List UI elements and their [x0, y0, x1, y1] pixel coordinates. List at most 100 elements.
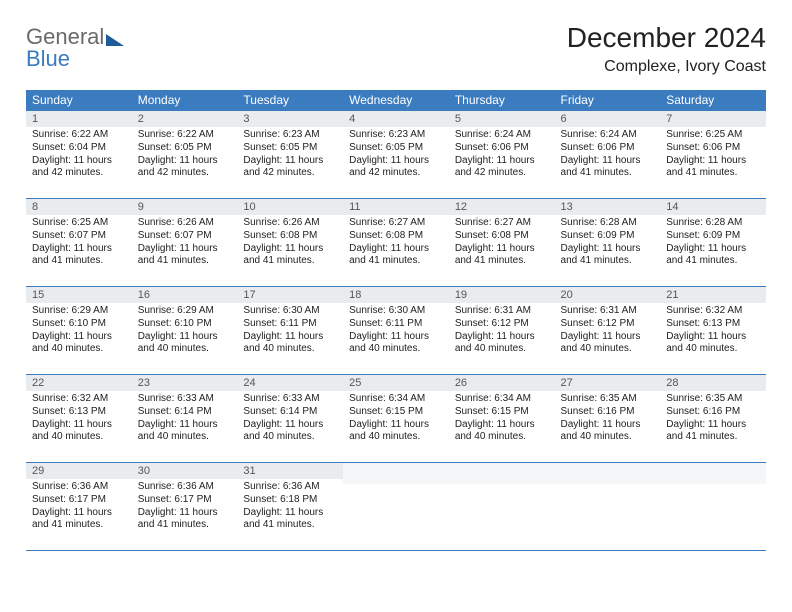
sunset-line: Sunset: 6:17 PM: [138, 494, 232, 507]
brand-triangle-icon: [106, 34, 124, 46]
sunrise-line: Sunrise: 6:29 AM: [138, 305, 232, 318]
sunset-line: Sunset: 6:10 PM: [32, 318, 126, 331]
sunset-line: Sunset: 6:12 PM: [561, 318, 655, 331]
daylight-line: Daylight: 11 hours and 40 minutes.: [455, 331, 549, 357]
calendar-cell: 4Sunrise: 6:23 AMSunset: 6:05 PMDaylight…: [343, 111, 449, 199]
calendar-cell: 19Sunrise: 6:31 AMSunset: 6:12 PMDayligh…: [449, 287, 555, 375]
calendar-cell: 30Sunrise: 6:36 AMSunset: 6:17 PMDayligh…: [132, 463, 238, 551]
day-body: Sunrise: 6:35 AMSunset: 6:16 PMDaylight:…: [555, 391, 661, 448]
calendar-cell: [343, 463, 449, 551]
daylight-line: Daylight: 11 hours and 40 minutes.: [455, 419, 549, 445]
day-number: 23: [132, 375, 238, 391]
day-number: 10: [237, 199, 343, 215]
title-block: December 2024 Complexe, Ivory Coast: [567, 22, 766, 76]
daylight-line: Daylight: 11 hours and 40 minutes.: [666, 331, 760, 357]
daylight-line: Daylight: 11 hours and 41 minutes.: [32, 507, 126, 533]
day-body: Sunrise: 6:23 AMSunset: 6:05 PMDaylight:…: [343, 127, 449, 184]
calendar-cell: 2Sunrise: 6:22 AMSunset: 6:05 PMDaylight…: [132, 111, 238, 199]
day-body: Sunrise: 6:30 AMSunset: 6:11 PMDaylight:…: [237, 303, 343, 360]
sunrise-line: Sunrise: 6:27 AM: [349, 217, 443, 230]
daylight-line: Daylight: 11 hours and 41 minutes.: [138, 243, 232, 269]
day-number: 7: [660, 111, 766, 127]
daylight-line: Daylight: 11 hours and 41 minutes.: [243, 243, 337, 269]
sunset-line: Sunset: 6:08 PM: [243, 230, 337, 243]
weekday-header: Wednesday: [343, 90, 449, 111]
sunset-line: Sunset: 6:13 PM: [32, 406, 126, 419]
sunrise-line: Sunrise: 6:29 AM: [32, 305, 126, 318]
calendar-cell: 18Sunrise: 6:30 AMSunset: 6:11 PMDayligh…: [343, 287, 449, 375]
sunrise-line: Sunrise: 6:31 AM: [561, 305, 655, 318]
day-number: 28: [660, 375, 766, 391]
sunset-line: Sunset: 6:04 PM: [32, 142, 126, 155]
daylight-line: Daylight: 11 hours and 40 minutes.: [32, 419, 126, 445]
day-body: Sunrise: 6:36 AMSunset: 6:18 PMDaylight:…: [237, 479, 343, 536]
day-number: 26: [449, 375, 555, 391]
day-body: Sunrise: 6:32 AMSunset: 6:13 PMDaylight:…: [26, 391, 132, 448]
sunset-line: Sunset: 6:11 PM: [243, 318, 337, 331]
daylight-line: Daylight: 11 hours and 41 minutes.: [666, 243, 760, 269]
sunrise-line: Sunrise: 6:24 AM: [561, 129, 655, 142]
day-number: 31: [237, 463, 343, 479]
daylight-line: Daylight: 11 hours and 41 minutes.: [243, 507, 337, 533]
sunset-line: Sunset: 6:09 PM: [561, 230, 655, 243]
day-body: Sunrise: 6:25 AMSunset: 6:06 PMDaylight:…: [660, 127, 766, 184]
sunset-line: Sunset: 6:13 PM: [666, 318, 760, 331]
day-number: 16: [132, 287, 238, 303]
calendar-cell: 7Sunrise: 6:25 AMSunset: 6:06 PMDaylight…: [660, 111, 766, 199]
day-body: Sunrise: 6:26 AMSunset: 6:08 PMDaylight:…: [237, 215, 343, 272]
weekday-header-row: SundayMondayTuesdayWednesdayThursdayFrid…: [26, 90, 766, 111]
sunset-line: Sunset: 6:08 PM: [349, 230, 443, 243]
weekday-header: Monday: [132, 90, 238, 111]
weekday-header: Thursday: [449, 90, 555, 111]
sunrise-line: Sunrise: 6:34 AM: [349, 393, 443, 406]
calendar-cell: 26Sunrise: 6:34 AMSunset: 6:15 PMDayligh…: [449, 375, 555, 463]
day-body: Sunrise: 6:27 AMSunset: 6:08 PMDaylight:…: [449, 215, 555, 272]
day-body: Sunrise: 6:36 AMSunset: 6:17 PMDaylight:…: [132, 479, 238, 536]
sunset-line: Sunset: 6:06 PM: [666, 142, 760, 155]
sunset-line: Sunset: 6:05 PM: [138, 142, 232, 155]
day-number: 4: [343, 111, 449, 127]
day-number: 19: [449, 287, 555, 303]
calendar-cell: 22Sunrise: 6:32 AMSunset: 6:13 PMDayligh…: [26, 375, 132, 463]
day-body: Sunrise: 6:23 AMSunset: 6:05 PMDaylight:…: [237, 127, 343, 184]
calendar-cell: 11Sunrise: 6:27 AMSunset: 6:08 PMDayligh…: [343, 199, 449, 287]
day-body: Sunrise: 6:26 AMSunset: 6:07 PMDaylight:…: [132, 215, 238, 272]
day-number: 5: [449, 111, 555, 127]
calendar-cell: 1Sunrise: 6:22 AMSunset: 6:04 PMDaylight…: [26, 111, 132, 199]
day-body: Sunrise: 6:32 AMSunset: 6:13 PMDaylight:…: [660, 303, 766, 360]
day-number: 1: [26, 111, 132, 127]
calendar-cell: 13Sunrise: 6:28 AMSunset: 6:09 PMDayligh…: [555, 199, 661, 287]
calendar-cell: 14Sunrise: 6:28 AMSunset: 6:09 PMDayligh…: [660, 199, 766, 287]
daylight-line: Daylight: 11 hours and 42 minutes.: [455, 155, 549, 181]
day-number: 20: [555, 287, 661, 303]
daylight-line: Daylight: 11 hours and 42 minutes.: [138, 155, 232, 181]
sunrise-line: Sunrise: 6:32 AM: [32, 393, 126, 406]
sunset-line: Sunset: 6:08 PM: [455, 230, 549, 243]
daylight-line: Daylight: 11 hours and 40 minutes.: [243, 419, 337, 445]
sunrise-line: Sunrise: 6:34 AM: [455, 393, 549, 406]
brand-logo: General Blue: [26, 22, 124, 70]
sunrise-line: Sunrise: 6:25 AM: [32, 217, 126, 230]
day-number: 30: [132, 463, 238, 479]
calendar-cell: 29Sunrise: 6:36 AMSunset: 6:17 PMDayligh…: [26, 463, 132, 551]
calendar-cell: 25Sunrise: 6:34 AMSunset: 6:15 PMDayligh…: [343, 375, 449, 463]
day-number: 27: [555, 375, 661, 391]
day-body: Sunrise: 6:24 AMSunset: 6:06 PMDaylight:…: [449, 127, 555, 184]
day-number: 21: [660, 287, 766, 303]
sunset-line: Sunset: 6:17 PM: [32, 494, 126, 507]
day-body: Sunrise: 6:27 AMSunset: 6:08 PMDaylight:…: [343, 215, 449, 272]
daylight-line: Daylight: 11 hours and 40 minutes.: [32, 331, 126, 357]
sunrise-line: Sunrise: 6:22 AM: [32, 129, 126, 142]
sunrise-line: Sunrise: 6:33 AM: [243, 393, 337, 406]
calendar-cell: [555, 463, 661, 551]
day-number: 18: [343, 287, 449, 303]
calendar-cell: 21Sunrise: 6:32 AMSunset: 6:13 PMDayligh…: [660, 287, 766, 375]
calendar-cell: 12Sunrise: 6:27 AMSunset: 6:08 PMDayligh…: [449, 199, 555, 287]
sunrise-line: Sunrise: 6:36 AM: [243, 481, 337, 494]
sunset-line: Sunset: 6:11 PM: [349, 318, 443, 331]
sunrise-line: Sunrise: 6:23 AM: [243, 129, 337, 142]
day-body: Sunrise: 6:28 AMSunset: 6:09 PMDaylight:…: [660, 215, 766, 272]
sunrise-line: Sunrise: 6:30 AM: [349, 305, 443, 318]
sunrise-line: Sunrise: 6:26 AM: [138, 217, 232, 230]
day-number: 6: [555, 111, 661, 127]
